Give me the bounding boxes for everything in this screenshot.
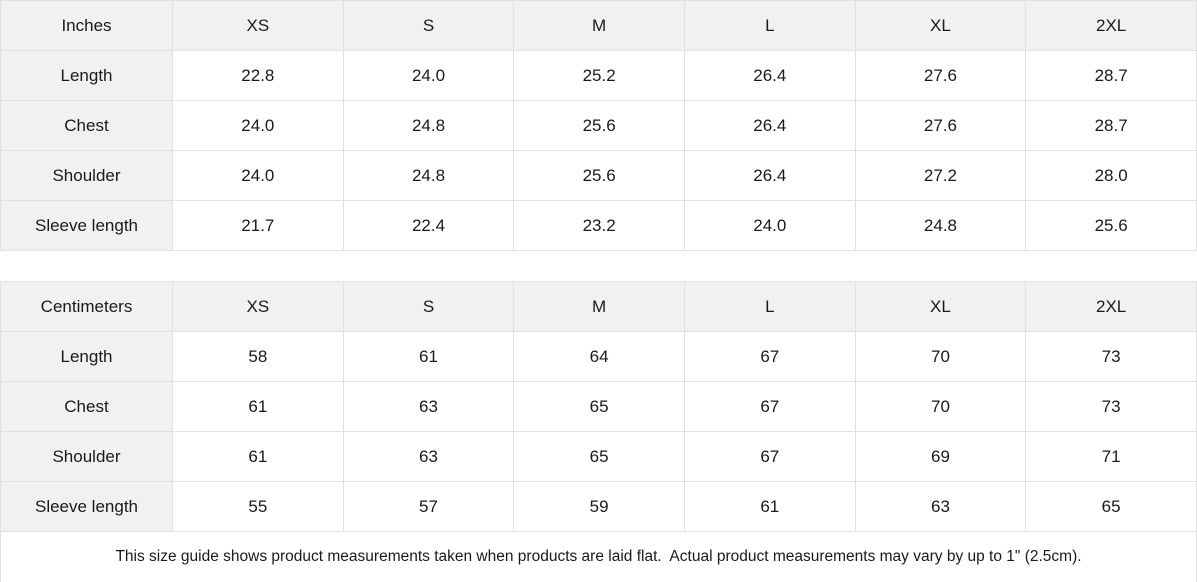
measurement-value-cell: 67 bbox=[683, 331, 856, 382]
table-row: Sleeve length 21.7 22.4 23.2 24.0 24.8 25.6 bbox=[0, 200, 1197, 251]
measurement-value-cell: 64 bbox=[513, 331, 685, 382]
measurement-row-label: Sleeve length bbox=[0, 481, 173, 532]
measurement-value-cell: 24.0 bbox=[683, 200, 856, 251]
header-row-inches: Inches XS S M L XL 2XL bbox=[0, 0, 1197, 51]
measurement-row-label: Chest bbox=[0, 381, 173, 432]
size-column-header-s: S bbox=[342, 281, 515, 332]
table-row: Sleeve length 55 57 59 61 63 65 bbox=[0, 481, 1197, 532]
measurement-value-cell: 69 bbox=[854, 431, 1027, 482]
measurement-row-label: Shoulder bbox=[0, 150, 173, 201]
measurement-value-cell: 73 bbox=[1025, 331, 1197, 382]
size-column-header-l: L bbox=[683, 0, 856, 51]
size-column-header-xs: XS bbox=[172, 281, 344, 332]
measurement-value-cell: 67 bbox=[683, 381, 856, 432]
measurement-value-cell: 63 bbox=[854, 481, 1027, 532]
measurement-value-cell: 28.0 bbox=[1025, 150, 1197, 201]
measurement-value-cell: 61 bbox=[172, 431, 344, 482]
measurement-value-cell: 25.2 bbox=[513, 50, 685, 101]
size-column-header-m: M bbox=[513, 0, 685, 51]
table-row: Chest 61 63 65 67 70 73 bbox=[0, 381, 1197, 432]
unit-header-centimeters: Centimeters bbox=[0, 281, 173, 332]
measurement-value-cell: 23.2 bbox=[513, 200, 685, 251]
measurement-value-cell: 73 bbox=[1025, 381, 1197, 432]
measurement-row-label: Length bbox=[0, 331, 173, 382]
measurement-value-cell: 61 bbox=[342, 331, 515, 382]
size-column-header-l: L bbox=[683, 281, 856, 332]
size-column-header-xl: XL bbox=[854, 281, 1027, 332]
measurement-value-cell: 27.2 bbox=[854, 150, 1027, 201]
size-column-header-s: S bbox=[342, 0, 515, 51]
table-row: Length 22.8 24.0 25.2 26.4 27.6 28.7 bbox=[0, 50, 1197, 101]
measurement-value-cell: 28.7 bbox=[1025, 50, 1197, 101]
size-table-inches: Inches XS S M L XL 2XL Length 22.8 24.0 25.2 26.4 27… bbox=[0, 0, 1197, 251]
measurement-value-cell: 27.6 bbox=[854, 100, 1027, 151]
measurement-value-cell: 63 bbox=[342, 381, 515, 432]
measurement-value-cell: 28.7 bbox=[1025, 100, 1197, 151]
measurement-value-cell: 70 bbox=[854, 381, 1027, 432]
measurement-value-cell: 59 bbox=[513, 481, 685, 532]
measurement-row-label: Shoulder bbox=[0, 431, 173, 482]
measurement-value-cell: 24.0 bbox=[172, 100, 344, 151]
measurement-value-cell: 67 bbox=[683, 431, 856, 482]
measurement-row-label: Sleeve length bbox=[0, 200, 173, 251]
table-row: Length 58 61 64 67 70 73 bbox=[0, 331, 1197, 382]
measurement-value-cell: 58 bbox=[172, 331, 344, 382]
measurement-value-cell: 71 bbox=[1025, 431, 1197, 482]
measurement-value-cell: 61 bbox=[683, 481, 856, 532]
size-guide-disclaimer: This size guide shows product measuremen… bbox=[0, 532, 1197, 582]
measurement-value-cell: 22.4 bbox=[342, 200, 515, 251]
measurement-value-cell: 61 bbox=[172, 381, 344, 432]
measurement-value-cell: 65 bbox=[1025, 481, 1197, 532]
measurement-value-cell: 24.8 bbox=[342, 100, 515, 151]
table-row: Chest 24.0 24.8 25.6 26.4 27.6 28.7 bbox=[0, 100, 1197, 151]
size-column-header-2xl: 2XL bbox=[1025, 281, 1197, 332]
measurement-value-cell: 65 bbox=[513, 381, 685, 432]
measurement-value-cell: 25.6 bbox=[513, 150, 685, 201]
header-row-centimeters: Centimeters XS S M L XL 2XL bbox=[0, 281, 1197, 332]
measurement-value-cell: 21.7 bbox=[172, 200, 344, 251]
unit-header-inches: Inches bbox=[0, 0, 173, 51]
measurement-value-cell: 24.0 bbox=[172, 150, 344, 201]
size-column-header-xl: XL bbox=[854, 0, 1027, 51]
table-row: Shoulder 61 63 65 67 69 71 bbox=[0, 431, 1197, 482]
size-table-centimeters: Centimeters XS S M L XL 2XL Length 58 61 64 67 70 73 C… bbox=[0, 281, 1197, 532]
measurement-value-cell: 26.4 bbox=[683, 100, 856, 151]
measurement-value-cell: 25.6 bbox=[1025, 200, 1197, 251]
measurement-value-cell: 24.0 bbox=[342, 50, 515, 101]
measurement-value-cell: 22.8 bbox=[172, 50, 344, 101]
measurement-value-cell: 65 bbox=[513, 431, 685, 482]
size-column-header-m: M bbox=[513, 281, 685, 332]
measurement-row-label: Length bbox=[0, 50, 173, 101]
size-column-header-2xl: 2XL bbox=[1025, 0, 1197, 51]
measurement-value-cell: 26.4 bbox=[683, 50, 856, 101]
measurement-value-cell: 26.4 bbox=[683, 150, 856, 201]
table-row: Shoulder 24.0 24.8 25.6 26.4 27.2 28.0 bbox=[0, 150, 1197, 201]
size-tables-container: Inches XS S M L XL 2XL Length 22.8 24.0 25.2 26.4 27… bbox=[0, 0, 1197, 532]
measurement-value-cell: 24.8 bbox=[854, 200, 1027, 251]
measurement-value-cell: 70 bbox=[854, 331, 1027, 382]
measurement-value-cell: 27.6 bbox=[854, 50, 1027, 101]
size-column-header-xs: XS bbox=[172, 0, 344, 51]
measurement-value-cell: 25.6 bbox=[513, 100, 685, 151]
measurement-value-cell: 63 bbox=[342, 431, 515, 482]
measurement-row-label: Chest bbox=[0, 100, 173, 151]
measurement-value-cell: 24.8 bbox=[342, 150, 515, 201]
measurement-value-cell: 55 bbox=[172, 481, 344, 532]
measurement-value-cell: 57 bbox=[342, 481, 515, 532]
